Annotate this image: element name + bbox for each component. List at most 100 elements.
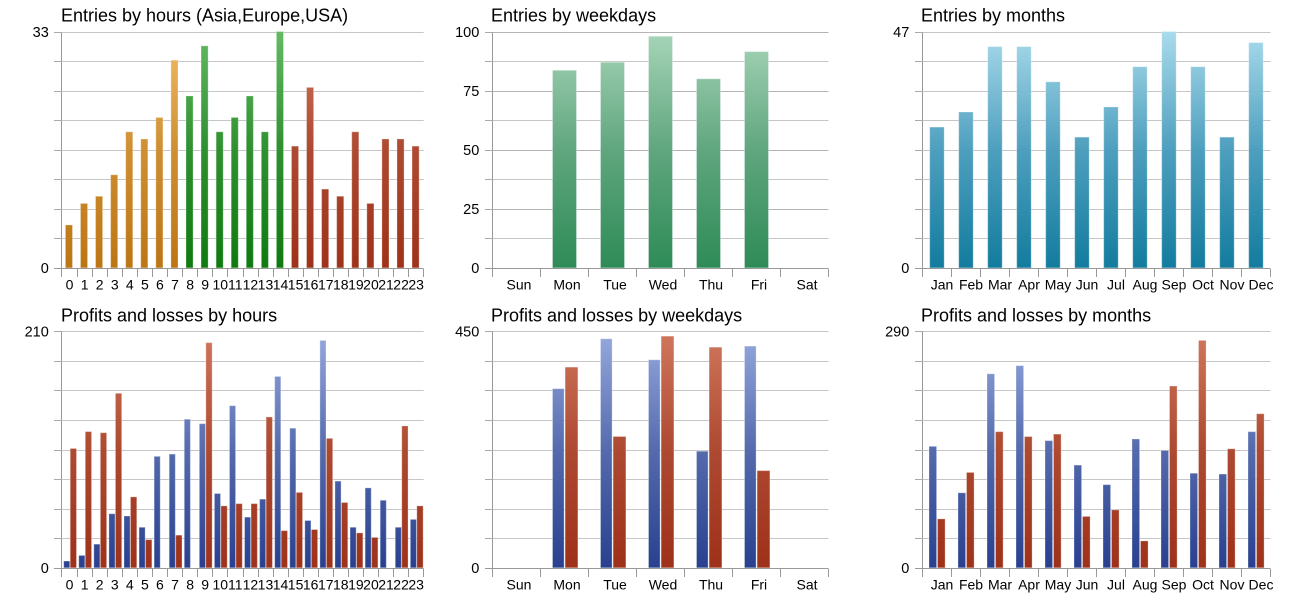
svg-text:Mar: Mar — [988, 576, 1012, 592]
svg-text:0: 0 — [41, 261, 49, 277]
svg-text:Dec: Dec — [1249, 277, 1274, 293]
svg-text:11: 11 — [228, 576, 243, 592]
svg-text:25: 25 — [463, 202, 479, 218]
svg-text:Fri: Fri — [751, 576, 767, 592]
svg-text:Feb: Feb — [959, 576, 983, 592]
svg-text:Mon: Mon — [553, 576, 580, 592]
svg-text:5: 5 — [141, 576, 149, 592]
svg-text:22: 22 — [393, 277, 409, 293]
svg-text:19: 19 — [348, 576, 364, 592]
svg-text:Entries by weekdays: Entries by weekdays — [491, 6, 656, 26]
svg-text:11: 11 — [228, 277, 243, 293]
svg-text:Apr: Apr — [1018, 277, 1040, 293]
svg-text:Dec: Dec — [1249, 576, 1274, 592]
svg-text:0: 0 — [41, 561, 49, 577]
svg-text:16: 16 — [303, 277, 319, 293]
svg-text:13: 13 — [258, 277, 274, 293]
svg-text:0: 0 — [471, 561, 479, 577]
svg-text:10: 10 — [212, 576, 228, 592]
svg-text:Nov: Nov — [1220, 576, 1245, 592]
svg-text:9: 9 — [201, 576, 209, 592]
svg-text:0: 0 — [66, 576, 74, 592]
svg-text:Sat: Sat — [796, 277, 817, 293]
svg-text:3: 3 — [111, 277, 119, 293]
svg-text:Tue: Tue — [603, 277, 627, 293]
svg-text:8: 8 — [186, 576, 194, 592]
svg-text:14: 14 — [273, 277, 289, 293]
svg-text:17: 17 — [318, 277, 334, 293]
svg-text:15: 15 — [288, 277, 304, 293]
svg-text:Tue: Tue — [603, 576, 627, 592]
svg-text:Entries by months: Entries by months — [921, 6, 1065, 26]
svg-text:7: 7 — [171, 576, 179, 592]
svg-text:21: 21 — [378, 576, 394, 592]
svg-text:Jul: Jul — [1107, 277, 1125, 293]
svg-text:33: 33 — [33, 25, 49, 41]
svg-text:450: 450 — [455, 325, 479, 341]
svg-text:15: 15 — [288, 576, 304, 592]
svg-text:Aug: Aug — [1133, 277, 1158, 293]
svg-text:Nov: Nov — [1220, 277, 1245, 293]
svg-text:Sun: Sun — [507, 277, 532, 293]
svg-text:1: 1 — [81, 277, 89, 293]
svg-text:0: 0 — [66, 277, 74, 293]
svg-text:Jun: Jun — [1076, 277, 1099, 293]
svg-text:Thu: Thu — [699, 277, 723, 293]
svg-text:Profits and losses by hours: Profits and losses by hours — [61, 306, 277, 326]
svg-text:23: 23 — [408, 576, 424, 592]
svg-text:Profits and losses by weekdays: Profits and losses by weekdays — [491, 306, 742, 326]
svg-text:6: 6 — [156, 576, 164, 592]
svg-text:20: 20 — [363, 576, 379, 592]
svg-text:0: 0 — [471, 261, 479, 277]
svg-text:18: 18 — [333, 576, 349, 592]
svg-text:Wed: Wed — [649, 576, 678, 592]
svg-text:10: 10 — [212, 277, 228, 293]
svg-text:14: 14 — [273, 576, 289, 592]
svg-text:May: May — [1045, 277, 1071, 293]
svg-text:Fri: Fri — [751, 277, 767, 293]
svg-text:6: 6 — [156, 277, 164, 293]
svg-text:0: 0 — [901, 561, 909, 577]
svg-text:Sep: Sep — [1162, 576, 1187, 592]
svg-text:7: 7 — [171, 277, 179, 293]
svg-text:12: 12 — [243, 576, 259, 592]
svg-text:Wed: Wed — [649, 277, 678, 293]
svg-text:8: 8 — [186, 277, 194, 293]
svg-text:17: 17 — [318, 576, 334, 592]
svg-text:13: 13 — [258, 576, 274, 592]
svg-text:Feb: Feb — [959, 277, 983, 293]
svg-text:Sat: Sat — [796, 576, 817, 592]
svg-text:22: 22 — [393, 576, 409, 592]
svg-text:100: 100 — [455, 25, 479, 41]
svg-text:2: 2 — [96, 576, 104, 592]
svg-text:Jul: Jul — [1107, 576, 1125, 592]
svg-text:47: 47 — [893, 25, 909, 41]
svg-text:1: 1 — [81, 576, 89, 592]
svg-text:May: May — [1045, 576, 1071, 592]
svg-text:Profits and losses by months: Profits and losses by months — [921, 306, 1151, 326]
svg-text:Oct: Oct — [1192, 576, 1214, 592]
svg-text:Jan: Jan — [931, 576, 954, 592]
svg-text:9: 9 — [201, 277, 209, 293]
svg-text:Mon: Mon — [553, 277, 580, 293]
svg-text:4: 4 — [126, 576, 134, 592]
svg-text:Entries by hours (Asia,Europe,: Entries by hours (Asia,Europe,USA) — [61, 6, 348, 26]
svg-text:16: 16 — [303, 576, 319, 592]
svg-text:Oct: Oct — [1192, 277, 1214, 293]
svg-text:Sep: Sep — [1162, 277, 1187, 293]
svg-text:18: 18 — [333, 277, 349, 293]
svg-text:Thu: Thu — [699, 576, 723, 592]
svg-text:Sun: Sun — [507, 576, 532, 592]
svg-text:20: 20 — [363, 277, 379, 293]
svg-text:Apr: Apr — [1018, 576, 1040, 592]
svg-text:4: 4 — [126, 277, 134, 293]
svg-text:290: 290 — [885, 325, 909, 341]
svg-text:Mar: Mar — [988, 277, 1012, 293]
svg-text:19: 19 — [348, 277, 364, 293]
svg-text:21: 21 — [378, 277, 394, 293]
svg-text:3: 3 — [111, 576, 119, 592]
svg-text:75: 75 — [463, 84, 479, 100]
svg-text:12: 12 — [243, 277, 259, 293]
svg-text:2: 2 — [96, 277, 104, 293]
svg-text:Aug: Aug — [1133, 576, 1158, 592]
